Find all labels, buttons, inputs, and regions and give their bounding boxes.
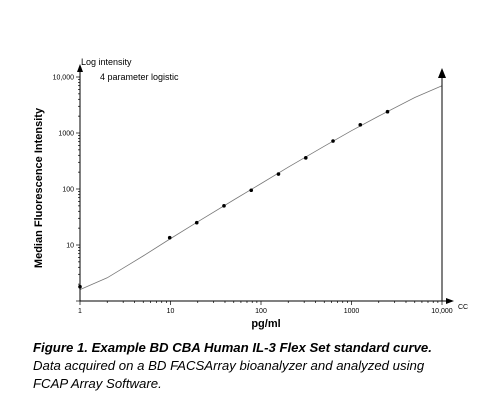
data-point bbox=[249, 188, 254, 193]
data-point bbox=[167, 235, 172, 240]
y-tick-label: 1000 bbox=[58, 131, 74, 138]
caption-title: Figure 1. Example BD CBA Human IL-3 Flex… bbox=[33, 340, 432, 355]
data-point bbox=[385, 109, 390, 114]
x-tick-label: 10 bbox=[167, 308, 175, 315]
x-tick-label: 10,000 bbox=[431, 308, 453, 315]
right-boundary-arrow bbox=[438, 68, 446, 78]
data-point bbox=[78, 284, 82, 289]
x-axis-title: pg/ml bbox=[251, 318, 280, 330]
caption-body: Data acquired on a BD FACSArray bioanaly… bbox=[33, 358, 425, 391]
annotation-fit-model: 4 parameter logistic bbox=[100, 72, 179, 82]
fit-curve bbox=[79, 85, 443, 290]
figure-caption: Figure 1. Example BD CBA Human IL-3 Flex… bbox=[33, 339, 443, 393]
x-axis-end-label: CC bbox=[458, 304, 468, 311]
annotation-log-intensity: Log intensity bbox=[81, 57, 132, 67]
data-point bbox=[194, 220, 199, 225]
x-tick-label: 1000 bbox=[344, 308, 360, 315]
y-tick-label: 10,000 bbox=[53, 75, 75, 82]
x-tick-label: 100 bbox=[255, 308, 267, 315]
data-point bbox=[358, 123, 363, 127]
y-axis-arrow bbox=[77, 64, 83, 72]
standard-curve-chart: 1 10 100 1000 10,000 10 100 1000 10,000 Log inte… bbox=[33, 57, 468, 330]
y-tick-label: 100 bbox=[62, 187, 74, 194]
x-axis-arrow bbox=[446, 298, 454, 304]
data-point bbox=[331, 139, 335, 143]
data-point bbox=[303, 156, 308, 160]
data-point bbox=[222, 204, 226, 208]
y-axis-title: Median Fluorescence Intensity bbox=[33, 107, 45, 268]
x-tick-label: 1 bbox=[78, 308, 82, 315]
y-tick-label: 10 bbox=[66, 243, 74, 250]
data-point bbox=[276, 172, 281, 176]
